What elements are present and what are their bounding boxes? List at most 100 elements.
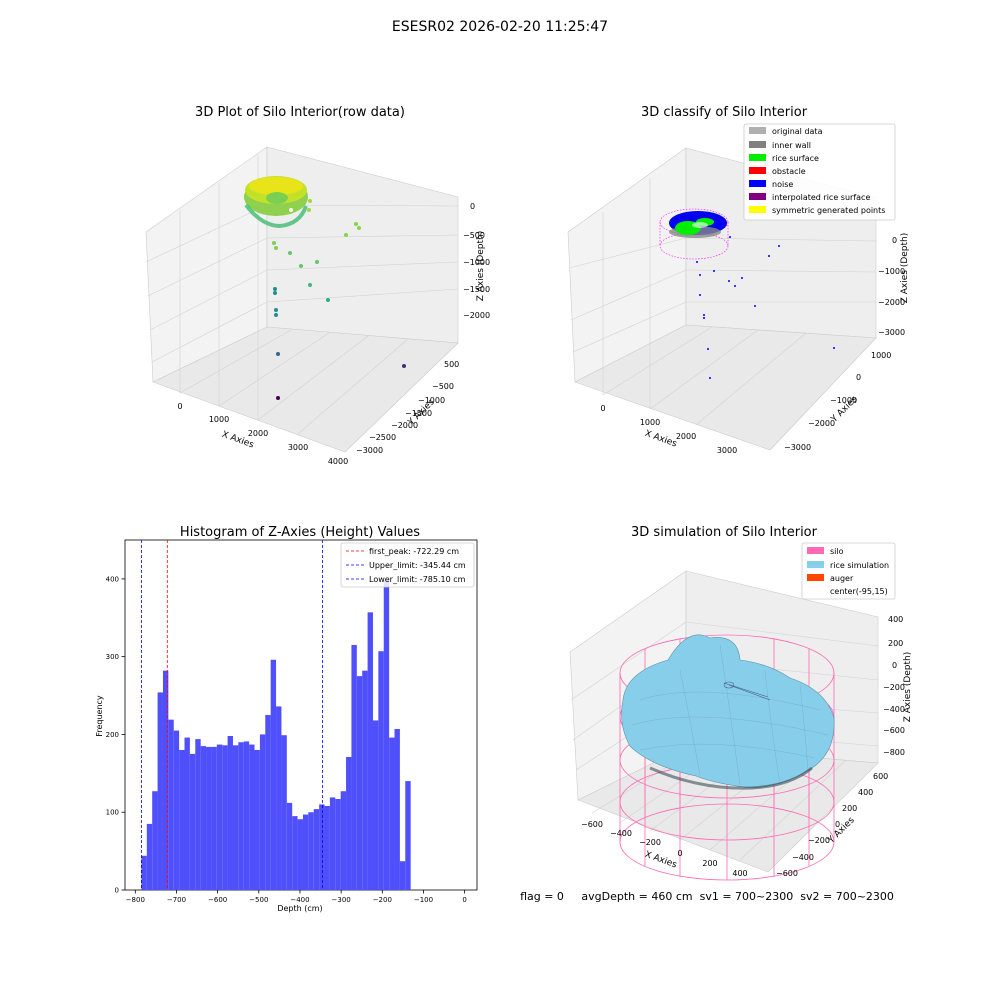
- histogram-bar: [394, 729, 400, 890]
- x-ticks: −800 −700 −600 −500 −400 −300 −200 −100 0: [126, 890, 467, 904]
- data-point: [288, 251, 292, 255]
- histogram-bars: [141, 580, 411, 890]
- histogram-bar: [216, 744, 223, 890]
- z-tick-label: −600: [883, 726, 905, 735]
- legend-label: auger: [830, 574, 854, 583]
- figure-suptitle: ESESR02 2026-02-20 11:25:47: [392, 19, 608, 35]
- z-tick-labels: 400 200 0 −200 −400 −600 −800: [883, 615, 905, 757]
- y-tick-label: −2000: [391, 421, 418, 430]
- histogram-bar: [173, 730, 180, 890]
- y-tick-label: 600: [873, 772, 888, 781]
- scatter-points: [272, 199, 406, 400]
- z-tick-label: −1000: [463, 258, 490, 267]
- y-tick-labels: 500 −500 −1000 −1500 −2000 −2500 −3000: [356, 360, 459, 455]
- data-point: [709, 377, 711, 379]
- z-tick-labels: 0 −500 −1000 −1500 −2000: [463, 202, 490, 320]
- data-point: [315, 260, 319, 264]
- z-tick-label: −2000: [878, 298, 905, 307]
- y-tick-labels: 600 400 200 0 −200 −400 −600: [776, 772, 888, 878]
- x-tick-label: 0: [600, 404, 605, 413]
- z-tick-label: −3000: [878, 328, 905, 337]
- data-point: [274, 308, 278, 312]
- z-tick-label: −200: [883, 683, 905, 692]
- data-point: [778, 245, 780, 247]
- legend-frame: [340, 542, 475, 588]
- legend-label: first_peak: -722.29 cm: [369, 547, 459, 556]
- histogram-bar: [389, 737, 395, 890]
- x-tick-label: −400: [610, 829, 632, 838]
- histogram-bar: [346, 757, 352, 890]
- histogram-bar: [383, 580, 390, 890]
- data-point: [741, 277, 743, 279]
- y-axis-label: Y Axies: [826, 815, 857, 846]
- legend-label: center(-95,15): [830, 587, 888, 596]
- x-tick-label: 0: [677, 849, 682, 858]
- legend-frame: [743, 123, 896, 221]
- z-tick-label: 200: [888, 639, 903, 648]
- histogram-bar: [179, 750, 185, 890]
- histogram-bar: [232, 745, 239, 890]
- surface-bottom-shade: [649, 766, 813, 790]
- data-point: [699, 274, 701, 276]
- histogram-bar: [141, 855, 147, 890]
- x-tick-label: −100: [414, 896, 433, 904]
- x-axis-label: X Axies: [643, 429, 678, 450]
- y-tick-label: 0: [856, 373, 861, 382]
- y-tick-label: 200: [842, 804, 857, 813]
- x-tick-label: 3000: [717, 446, 737, 455]
- legend-swatch: [749, 167, 766, 174]
- y-tick-label: 1000: [871, 351, 891, 360]
- pane-back-right: [266, 146, 459, 344]
- data-point: [344, 233, 348, 237]
- legend-swatch: [807, 561, 824, 568]
- histogram-bar: [362, 670, 368, 890]
- data-point: [299, 264, 303, 268]
- data-point: [272, 241, 276, 245]
- data-point: [357, 226, 361, 230]
- z-tick-label: 0: [892, 661, 897, 670]
- data-point: [402, 364, 406, 368]
- x-tick-label: 0: [177, 402, 182, 411]
- z-tick-label: −400: [883, 705, 905, 714]
- x-tick-label: −400: [290, 896, 309, 904]
- legend-label: rice surface: [772, 154, 819, 163]
- histogram-bar: [254, 750, 260, 890]
- x-tick-label: −500: [249, 896, 268, 904]
- classify-legend: original data inner wall rice surface ob…: [743, 123, 896, 221]
- z-tick-label: −1500: [463, 285, 490, 294]
- histogram-bar: [162, 670, 169, 890]
- classified-silo-points: [659, 208, 729, 260]
- x-tick-label: 400: [732, 869, 747, 878]
- y-tick-label: −3000: [356, 446, 383, 455]
- histogram-bar: [146, 823, 153, 890]
- y-tick-label: −600: [776, 869, 798, 878]
- silo-ring-points: [244, 176, 308, 229]
- y-tick-label: −1000: [830, 396, 857, 405]
- x-tick-label: 1000: [209, 415, 229, 424]
- x-tick-labels: 0 1000 2000 3000 4000: [177, 402, 348, 466]
- legend-swatch: [749, 141, 766, 148]
- legend-swatch: [749, 154, 766, 161]
- histogram-bar: [297, 819, 303, 890]
- histogram-bar: [302, 814, 309, 890]
- data-point: [274, 313, 278, 317]
- data-point: [276, 396, 280, 400]
- z-tick-label: −1000: [878, 267, 905, 276]
- x-tick-label: 3000: [288, 443, 308, 452]
- legend-swatch: [749, 193, 766, 200]
- x-tick-labels: −600 −400 −200 0 200 400: [581, 820, 748, 878]
- y-tick-label: 300: [106, 653, 119, 661]
- inner-wall-hole: [692, 222, 708, 228]
- histogram-bar: [184, 737, 190, 890]
- histogram-bar: [329, 797, 336, 890]
- data-point: [273, 291, 277, 295]
- y-tick-label: 0: [835, 820, 840, 829]
- histogram-bar: [292, 816, 298, 890]
- histogram-bar: [340, 791, 347, 890]
- histogram-bar: [324, 806, 330, 890]
- legend-label: symmetric generated points: [772, 206, 885, 215]
- histogram-bar: [238, 742, 244, 890]
- histogram-bar: [270, 659, 277, 890]
- silo-wireframe-bottom: [659, 232, 729, 260]
- histogram-bar: [206, 746, 212, 890]
